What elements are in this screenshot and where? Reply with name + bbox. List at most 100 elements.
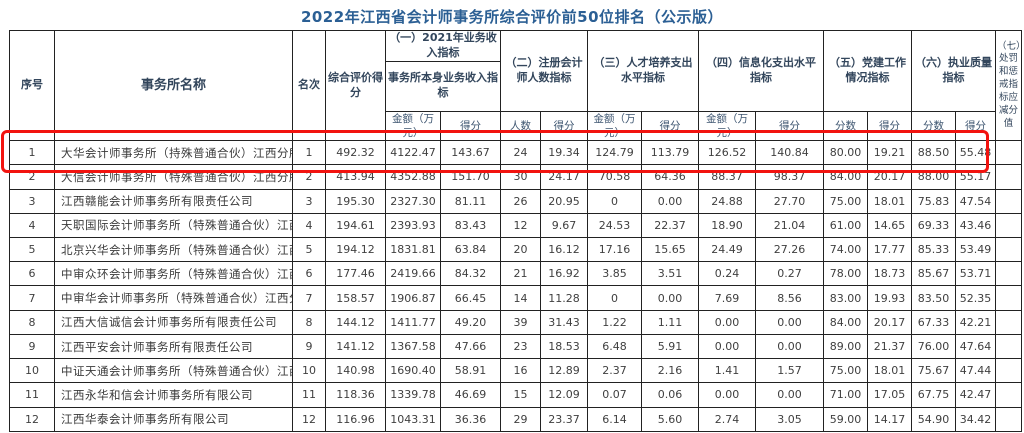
cell-quality-score: 55.48 <box>955 140 996 166</box>
cell-revenue-score: 58.91 <box>440 358 501 384</box>
cell-revenue-amount: 1831.81 <box>385 236 441 263</box>
cell-it-amount: 0.00 <box>698 333 756 360</box>
header-score-5: 得分 <box>867 110 912 142</box>
cell-party-score: 21.37 <box>867 333 912 360</box>
cell-firm-name: 北京兴华会计师事务所（特殊普通合伙）江西分所 <box>54 236 293 263</box>
cell-party-points: 89.00 <box>823 333 868 360</box>
cell-cpa-score: 20.95 <box>540 188 588 214</box>
cell-it-amount: 7.69 <box>698 285 756 311</box>
cell-training-score: 0.06 <box>641 382 699 408</box>
header-serial: 序号 <box>9 29 55 142</box>
cell-firm-name: 江西永华和信会计师事务所有限公司 <box>54 382 293 408</box>
cell-party-points: 78.00 <box>823 261 868 287</box>
cell-party-score: 20.17 <box>867 164 912 190</box>
cell-rank: 7 <box>292 285 326 311</box>
cell-it-score: 0.27 <box>755 261 824 287</box>
cell-serial: 6 <box>9 261 55 287</box>
cell-party-score: 19.21 <box>867 140 912 166</box>
cell-cpa-score: 16.12 <box>540 236 588 263</box>
cell-cpa-score: 12.09 <box>540 382 588 408</box>
cell-penalty <box>995 285 1022 311</box>
cell-cpa-headcount: 15 <box>500 382 541 408</box>
cell-serial: 3 <box>9 188 55 214</box>
cell-training-amount: 0 <box>587 285 642 311</box>
cell-rank: 6 <box>292 261 326 287</box>
cell-party-score: 14.65 <box>867 212 912 238</box>
header-composite-score: 综合评价得分 <box>325 29 386 142</box>
cell-party-points: 84.00 <box>823 164 868 190</box>
cell-serial: 7 <box>9 285 55 311</box>
cell-firm-name: 中审华会计师事务所（特殊普通合伙）江西分所 <box>54 285 293 311</box>
cell-revenue-score: 84.32 <box>440 261 501 287</box>
cell-rank: 10 <box>292 358 326 384</box>
header-group2: （二）注册会计师人数指标 <box>500 30 588 112</box>
cell-composite-score: 492.32 <box>325 140 386 166</box>
cell-firm-name: 天职国际会计师事务所（特殊普通合伙）江西分所 <box>54 212 293 238</box>
cell-quality-points: 88.00 <box>911 164 956 190</box>
cell-revenue-amount: 4122.47 <box>385 140 441 166</box>
cell-revenue-amount: 1339.78 <box>385 382 441 408</box>
cell-revenue-score: 83.43 <box>440 212 501 238</box>
cell-cpa-headcount: 39 <box>500 309 541 335</box>
cell-cpa-headcount: 12 <box>500 212 541 238</box>
cell-quality-score: 53.71 <box>955 261 996 287</box>
cell-serial: 12 <box>9 406 55 433</box>
cell-training-score: 5.60 <box>641 406 699 433</box>
cell-cpa-headcount: 16 <box>500 358 541 384</box>
cell-it-amount: 18.90 <box>698 212 756 238</box>
cell-party-score: 18.01 <box>867 188 912 214</box>
cell-quality-points: 85.67 <box>911 261 956 287</box>
cell-penalty <box>995 236 1022 263</box>
cell-serial: 8 <box>9 309 55 335</box>
table-row: 1 大华会计师事务所（持殊普通合伙）江西分所 1 492.32 4122.47 … <box>9 140 1022 166</box>
cell-penalty <box>995 309 1022 335</box>
cell-party-score: 19.93 <box>867 285 912 311</box>
cell-it-amount: 126.52 <box>698 140 756 166</box>
cell-it-score: 27.26 <box>755 236 824 263</box>
cell-revenue-amount: 1906.87 <box>385 285 441 311</box>
cell-training-score: 0.00 <box>641 285 699 311</box>
cell-penalty <box>995 188 1022 214</box>
cell-cpa-score: 19.34 <box>540 140 588 166</box>
cell-composite-score: 144.12 <box>325 309 386 335</box>
cell-training-amount: 0.07 <box>587 382 642 408</box>
cell-it-amount: 0.00 <box>698 309 756 335</box>
cell-rank: 8 <box>292 309 326 335</box>
cell-training-amount: 70.58 <box>587 164 642 190</box>
table-row: 10 中证天通会计师事务所（特殊普通合伙）江西分所 10 140.98 1690… <box>9 358 1022 384</box>
page-title: 2022年江西省会计师事务所综合评价前50位排名（公示版） <box>300 8 724 26</box>
cell-cpa-headcount: 26 <box>500 188 541 214</box>
cell-quality-score: 43.46 <box>955 212 996 238</box>
header-score-4: 得分 <box>755 110 824 142</box>
cell-it-score: 0.00 <box>755 309 824 335</box>
header-group6: （六）执业质量指标 <box>911 30 996 112</box>
cell-cpa-headcount: 20 <box>500 236 541 263</box>
cell-party-score: 17.05 <box>867 382 912 408</box>
cell-rank: 11 <box>292 382 326 408</box>
cell-quality-points: 67.75 <box>911 382 956 408</box>
cell-party-points: 74.00 <box>823 236 868 263</box>
cell-training-amount: 6.48 <box>587 333 642 360</box>
cell-composite-score: 194.12 <box>325 236 386 263</box>
header-points-6: 分数 <box>911 110 956 142</box>
cell-it-amount: 24.49 <box>698 236 756 263</box>
table-row: 8 江西大信诚信会计师事务所有限责任公司 8 144.12 1411.77 49… <box>9 309 1022 335</box>
cell-party-points: 75.00 <box>823 188 868 214</box>
cell-it-score: 0.00 <box>755 333 824 360</box>
cell-penalty <box>995 382 1022 408</box>
cell-it-amount: 1.41 <box>698 358 756 384</box>
cell-it-amount: 24.88 <box>698 188 756 214</box>
cell-revenue-score: 36.36 <box>440 406 501 433</box>
cell-party-points: 75.00 <box>823 358 868 384</box>
cell-training-score: 64.36 <box>641 164 699 190</box>
cell-quality-points: 69.33 <box>911 212 956 238</box>
cell-quality-score: 47.64 <box>955 333 996 360</box>
cell-rank: 1 <box>292 140 326 166</box>
cell-training-amount: 0 <box>587 188 642 214</box>
cell-training-score: 22.37 <box>641 212 699 238</box>
table-row: 2 大信会计师事务所（特殊普通合伙）江西分所 2 413.94 4352.88 … <box>9 164 1022 190</box>
cell-penalty <box>995 140 1022 166</box>
cell-party-score: 14.17 <box>867 406 912 433</box>
header-amount-3: 金额（万元） <box>587 110 642 142</box>
cell-cpa-score: 31.43 <box>540 309 588 335</box>
